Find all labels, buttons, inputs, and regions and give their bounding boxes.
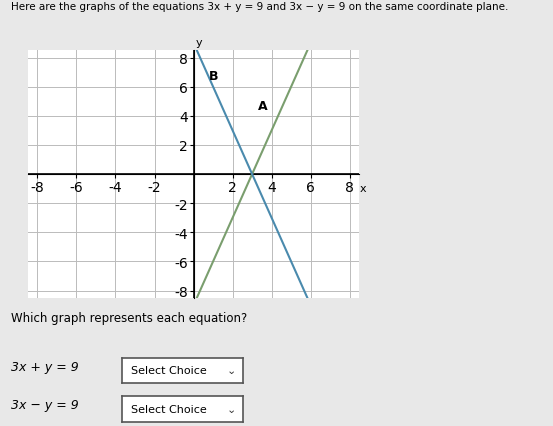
Text: Which graph represents each equation?: Which graph represents each equation? <box>11 311 247 324</box>
Text: A: A <box>258 99 268 112</box>
Text: 3x + y = 9: 3x + y = 9 <box>11 360 79 373</box>
Text: 3x − y = 9: 3x − y = 9 <box>11 398 79 411</box>
Text: Here are the graphs of the equations 3x + y = 9 and 3x − y = 9 on the same coord: Here are the graphs of the equations 3x … <box>11 2 508 12</box>
Text: B: B <box>209 70 218 83</box>
Text: Select Choice: Select Choice <box>132 404 207 414</box>
Text: ⌄: ⌄ <box>227 366 236 376</box>
Text: ⌄: ⌄ <box>227 404 236 414</box>
Text: y: y <box>196 38 203 48</box>
Text: x: x <box>360 183 367 193</box>
Text: Select Choice: Select Choice <box>132 366 207 376</box>
